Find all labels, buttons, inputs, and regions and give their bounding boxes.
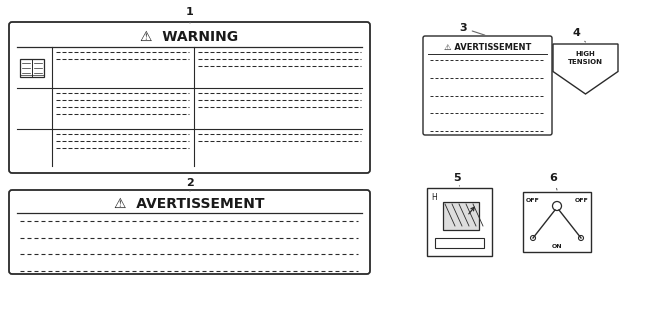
FancyBboxPatch shape <box>9 22 370 173</box>
Text: OFF: OFF <box>526 198 540 203</box>
Polygon shape <box>553 44 618 94</box>
Text: ⚠ AVERTISSEMENT: ⚠ AVERTISSEMENT <box>444 42 531 52</box>
Bar <box>435 238 484 248</box>
Bar <box>20 58 44 76</box>
Text: 6: 6 <box>549 173 557 190</box>
Text: 1: 1 <box>186 7 194 23</box>
Polygon shape <box>443 202 479 230</box>
Text: 4: 4 <box>572 28 586 42</box>
Text: 2: 2 <box>186 178 194 191</box>
Text: ⚠  AVERTISSEMENT: ⚠ AVERTISSEMENT <box>114 197 265 211</box>
Circle shape <box>578 235 584 240</box>
FancyBboxPatch shape <box>9 190 370 274</box>
Circle shape <box>530 235 536 240</box>
Text: OFF: OFF <box>575 198 589 203</box>
Bar <box>427 188 492 256</box>
Text: ⚠  WARNING: ⚠ WARNING <box>140 30 239 44</box>
Text: 5: 5 <box>453 173 461 186</box>
Text: ON: ON <box>552 244 562 248</box>
Text: H: H <box>431 193 437 203</box>
Text: HIGH
TENSION: HIGH TENSION <box>568 51 603 65</box>
FancyBboxPatch shape <box>423 36 552 135</box>
Circle shape <box>552 202 562 210</box>
Text: 3: 3 <box>459 23 485 35</box>
Bar <box>523 192 591 252</box>
